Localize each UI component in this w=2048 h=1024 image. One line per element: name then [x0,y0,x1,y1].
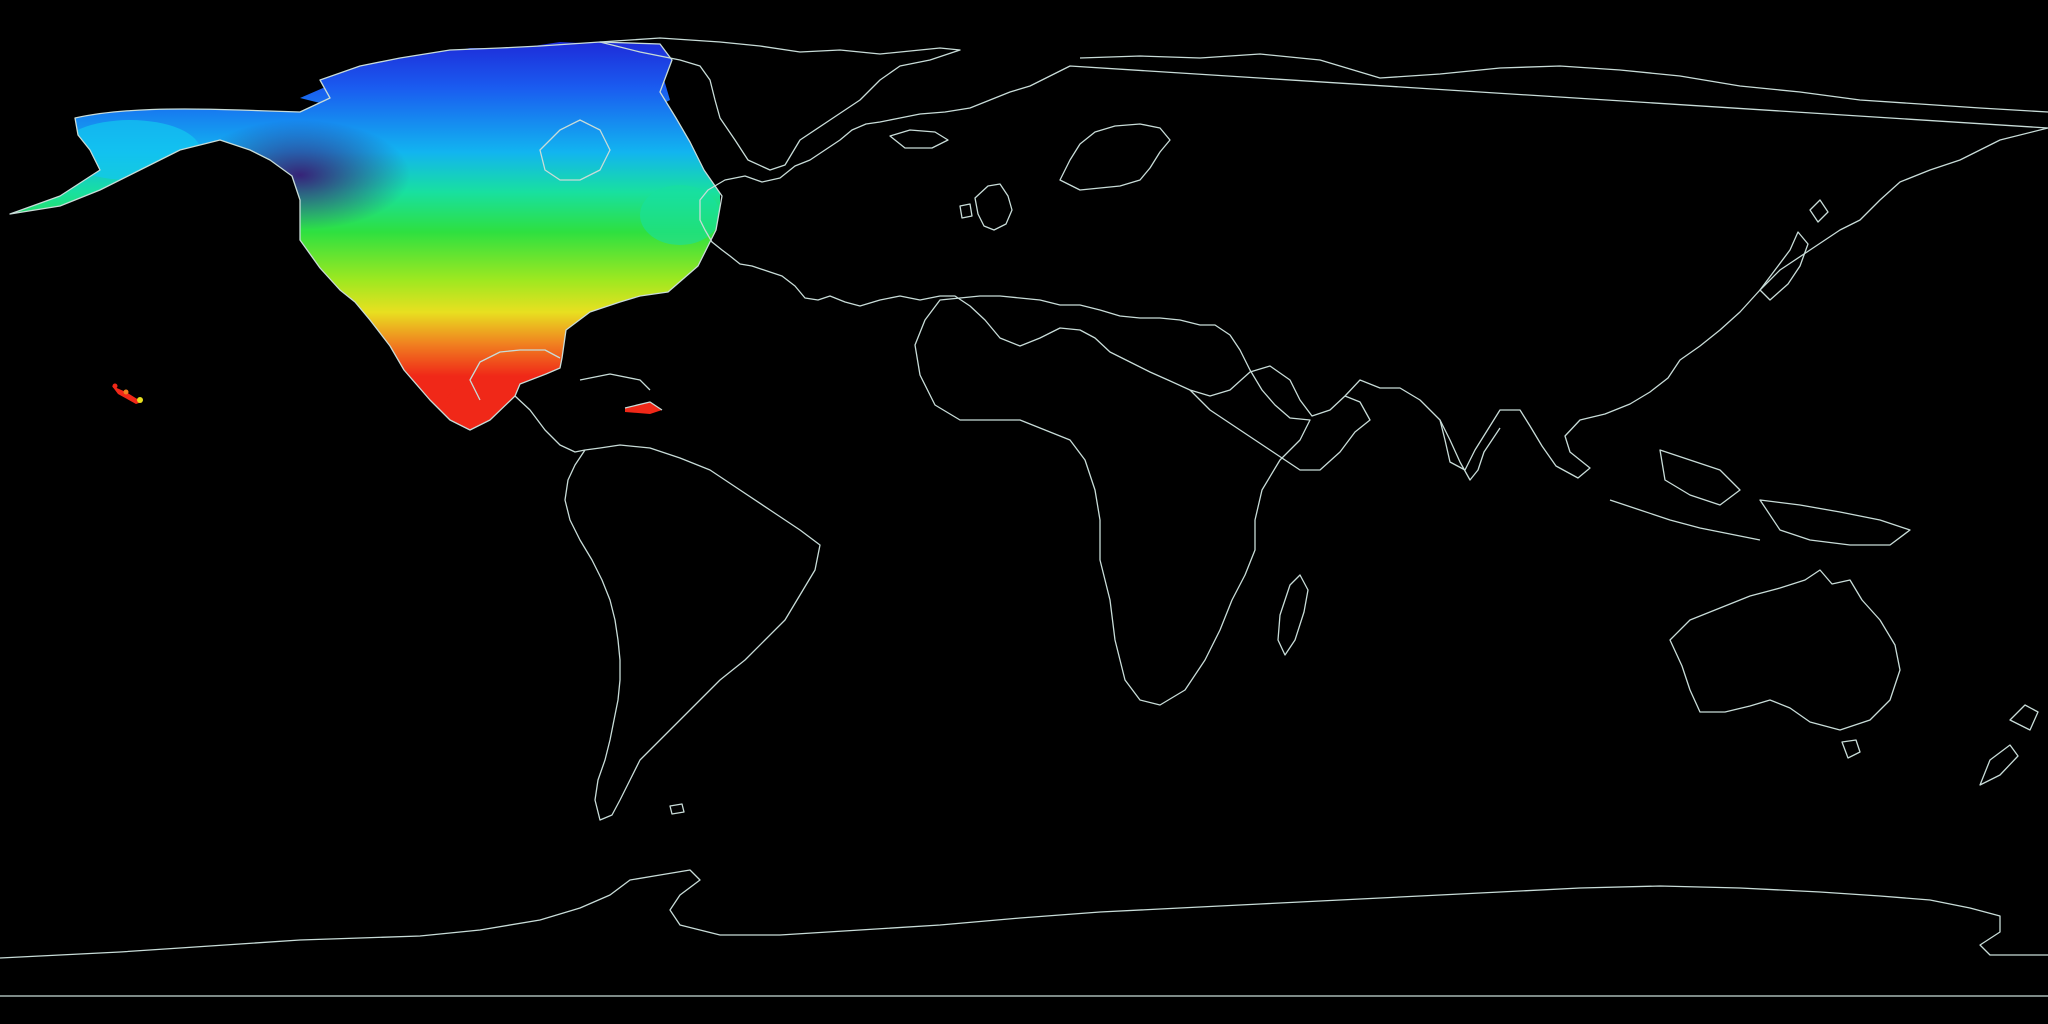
coastline-madagascar [1277,574,1309,656]
coastline-australia [1669,569,1901,731]
hawaii-data [112,383,143,403]
coastline-greenland [599,37,961,171]
coastline-africa [914,295,1311,706]
coastline-scandinavia [1059,123,1171,191]
coastline-eurasia [699,53,2048,479]
coastline-japan [1759,199,1829,301]
coastline-gulf-of-mexico [469,349,561,401]
coastline-falklands [669,803,685,815]
coastline-central-america [514,395,586,453]
coastline-arabia [1189,389,1371,471]
coastline-tasmania [1841,739,1861,759]
coastline-south-america [564,444,821,821]
coastline-britain [959,183,1013,231]
coastline-india [1439,419,1501,481]
coastline-iceland [889,129,949,149]
coastline-new-zealand [1979,704,2039,786]
coastline-indonesia [1609,449,1911,546]
coastline-caribbean [579,373,663,411]
coastlines [0,37,2048,997]
coastline-hudson-bay [539,119,611,181]
coastline-north-america [9,41,723,431]
coastline-antarctica [0,869,2048,959]
